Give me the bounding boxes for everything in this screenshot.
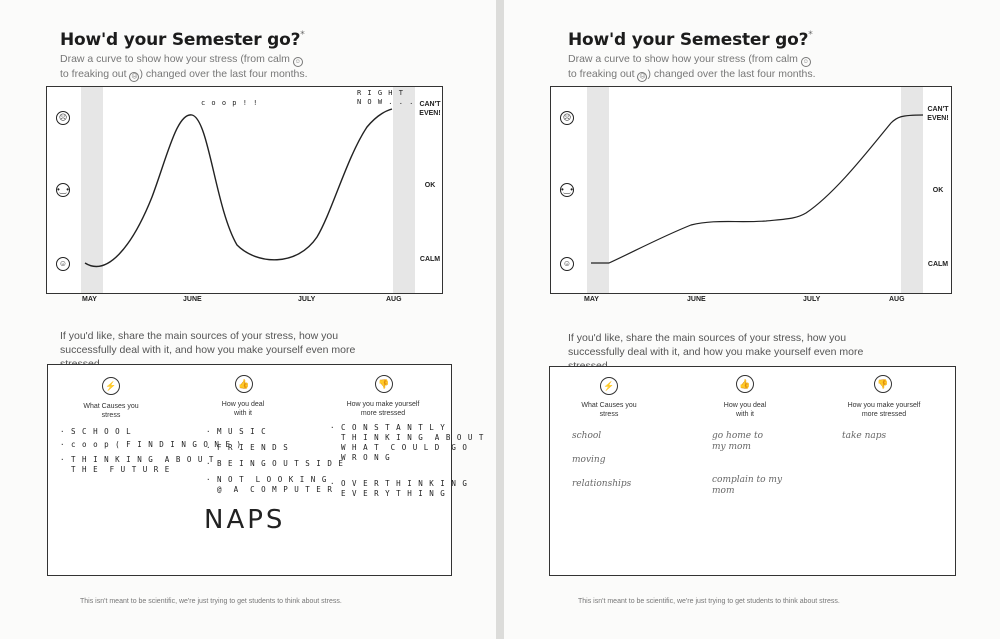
stressed-face-icon: ☹ <box>129 72 140 82</box>
column-heading-causes: What Causes you stress <box>581 402 637 418</box>
worsening-entry: · C O N S T A N T L Y T H I N K I N G A … <box>330 423 485 462</box>
level-label-calm: CALM <box>419 256 441 263</box>
coping-entry: · F R I E N D S <box>206 443 289 452</box>
thumbs-up-icon: 👍 <box>736 375 754 393</box>
cause-entry: · T H I N K I N G A B O U T T H E F U T … <box>60 455 215 474</box>
stress-chart: ☹ •‿• ☺ CAN'T EVEN! OK CALM <box>550 86 952 294</box>
page-fold <box>496 0 504 639</box>
stressed-face-icon: ☹ <box>560 111 574 125</box>
start-band <box>587 87 609 293</box>
stress-curve <box>84 108 393 268</box>
month-label-aug: AUG <box>889 296 905 303</box>
coping-entry: · M U S I C <box>206 427 267 436</box>
month-label-may: MAY <box>584 296 599 303</box>
thumbs-down-icon: 👎 <box>375 375 393 393</box>
coping-entry: · B E I N G O U T S I D E <box>206 459 344 468</box>
coping-entry: go home to my mom <box>712 431 764 452</box>
level-label-calm: CALM <box>927 261 949 268</box>
cause-entry: school <box>572 431 602 441</box>
month-label-may: MAY <box>82 296 97 303</box>
big-handwritten-note: NAPS <box>204 505 286 535</box>
page-subtitle: Draw a curve to show how your stress (fr… <box>568 53 816 82</box>
worsening-entry: take naps <box>842 431 887 441</box>
column-heading-more-stressed: How you make yourself more stressed <box>346 401 420 417</box>
stressed-face-icon: ☹ <box>56 111 70 125</box>
cause-entry: · S C H O O L <box>60 427 132 436</box>
column-heading-deal: How you deal with it <box>221 401 265 417</box>
calm-face-icon: ☺ <box>292 57 303 67</box>
level-label-cant-even: CAN'T EVEN! <box>927 106 949 122</box>
column-heading-more-stressed: How you make yourself more stressed <box>847 402 921 418</box>
stress-sources-box: ⚡ 👍 👎 What Causes you stress How you dea… <box>47 364 483 576</box>
worksheet-left: How'd your Semester go?* Draw a curve to… <box>0 0 496 639</box>
calm-face-icon: ☺ <box>560 257 574 271</box>
month-label-aug: AUG <box>386 296 402 303</box>
column-heading-deal: How you deal with it <box>723 402 767 418</box>
neutral-face-icon: •‿• <box>56 183 70 197</box>
worsening-entry: · O V E R T H I N K I N G E V E R Y T H … <box>330 479 468 498</box>
cause-entry: · c o o p ( F I N D I N G O N E ) <box>60 440 243 449</box>
start-band <box>81 87 103 293</box>
annotation-right-now: R I G H T N O W . . . <box>357 89 415 106</box>
annotation-coop: c o o p ! ! <box>201 99 259 107</box>
calm-face-icon: ☺ <box>800 57 811 67</box>
thumbs-up-icon: 👍 <box>235 375 253 393</box>
footer-note: This isn't meant to be scientific, we're… <box>578 598 840 605</box>
column-heading-causes: What Causes you stress <box>83 403 139 419</box>
cause-entry: relationships <box>572 479 632 489</box>
month-label-july: JULY <box>803 296 821 303</box>
coping-entry: · N O T L O O K I N G @ A C O M P U T E … <box>206 475 333 494</box>
stress-chart: ☹ •‿• ☺ CAN'T EVEN! OK CALM c o o p ! ! … <box>46 86 443 294</box>
month-label-june: JUNE <box>183 296 202 303</box>
level-label-cant-even: CAN'T EVEN! <box>419 101 441 117</box>
neutral-face-icon: •‿• <box>560 183 574 197</box>
thumbs-down-icon: 👎 <box>874 375 892 393</box>
worksheet-right: How'd your Semester go?* Draw a curve to… <box>504 0 1000 639</box>
level-label-ok: OK <box>932 187 944 194</box>
stress-curve-drawing <box>84 108 393 268</box>
calm-face-icon: ☺ <box>56 257 70 271</box>
page-title: How'd your Semester go?* <box>60 30 305 50</box>
coping-entry: complain to my mom <box>712 475 783 496</box>
stress-curve <box>591 114 924 264</box>
month-label-july: JULY <box>298 296 316 303</box>
lightning-icon: ⚡ <box>600 377 618 395</box>
cause-entry: moving <box>572 455 606 465</box>
footer-note: This isn't meant to be scientific, we're… <box>80 598 342 605</box>
end-band <box>901 87 923 293</box>
end-band <box>393 87 415 293</box>
stressed-face-icon: ☹ <box>637 72 648 82</box>
level-label-ok: OK <box>424 182 436 189</box>
page-title: How'd your Semester go?* <box>568 30 813 50</box>
page-subtitle: Draw a curve to show how your stress (fr… <box>60 53 308 82</box>
month-label-june: JUNE <box>687 296 706 303</box>
stress-curve-drawing <box>591 114 924 264</box>
stress-sources-box: ⚡ 👍 👎 What Causes you stress How you dea… <box>549 366 956 576</box>
share-prompt: If you'd like, share the main sources of… <box>568 332 864 372</box>
lightning-icon: ⚡ <box>102 377 120 395</box>
